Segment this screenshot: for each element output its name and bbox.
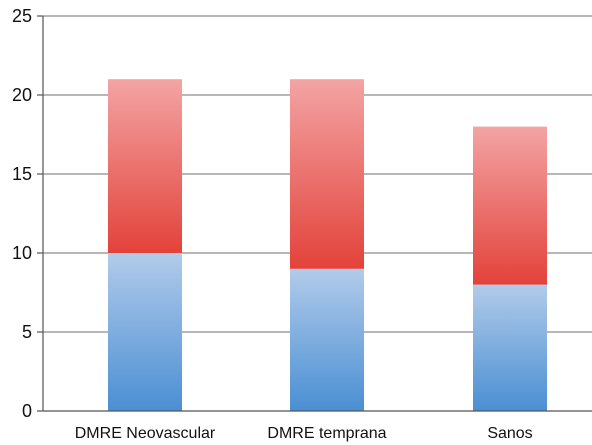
y-tick-label: 0 [22, 401, 32, 421]
y-tick-label: 20 [12, 85, 32, 105]
bar-segment-1 [473, 284, 547, 411]
x-category-label: Sanos [487, 425, 532, 442]
y-tick-label: 15 [12, 164, 32, 184]
bars [108, 79, 547, 411]
bar-segment-2 [290, 79, 364, 269]
bar-segment-2 [473, 126, 547, 285]
y-tick-label: 10 [12, 243, 32, 263]
bar-segment-1 [108, 253, 182, 411]
y-tick-label: 25 [12, 6, 32, 26]
x-category-label: DMRE temprana [267, 425, 386, 442]
bar-segment-2 [108, 79, 182, 253]
x-axis-categories: DMRE Neovascular DMRE temprana Sanos [75, 425, 533, 442]
y-axis-ticks: 0 5 10 15 20 25 [12, 6, 43, 421]
y-tick-label: 5 [22, 322, 32, 342]
bar-segment-1 [290, 268, 364, 411]
axes [42, 16, 592, 412]
x-category-label: DMRE Neovascular [75, 425, 216, 442]
